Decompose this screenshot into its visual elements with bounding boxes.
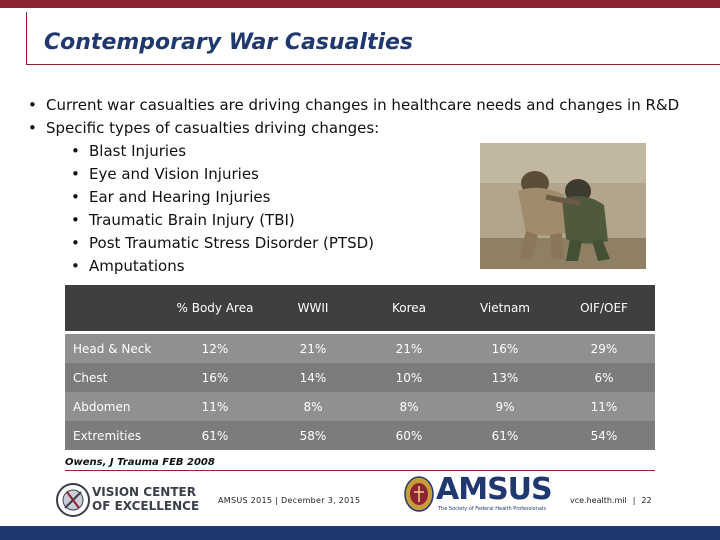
table-cell: 11% (553, 392, 655, 421)
bullet-item: • Specific types of casualties driving ch… (28, 117, 708, 140)
vce-wordmark: VISION CENTER OF EXCELLENCE (92, 485, 200, 513)
bullet-list: • Current war casualties are driving chan… (28, 94, 708, 278)
sub-bullet-item: • Ear and Hearing Injuries (28, 186, 708, 209)
row-label: Chest (65, 363, 165, 392)
divider (65, 470, 655, 471)
bullet-dot-icon: • (71, 211, 80, 229)
table-header-row: % Body Area WWII Korea Vietnam OIF/OEF (65, 285, 655, 334)
bullet-dot-icon: • (71, 234, 80, 252)
amsus-wordmark: AMSUS (436, 472, 553, 507)
table-cell: 58% (265, 421, 361, 450)
table-row: Head & Neck 12% 21% 21% 16% 29% (65, 332, 655, 363)
sub-bullet-item: • Post Traumatic Stress Disorder (PTSD) (28, 232, 708, 255)
sub-bullet-item: • Blast Injuries (28, 140, 708, 163)
title-frame (26, 12, 720, 65)
page-number: 22 (641, 496, 652, 505)
table-cell: 61% (457, 421, 553, 450)
sub-bullet-item: • Amputations (28, 255, 708, 278)
table-cell: 29% (553, 332, 655, 363)
table-cell: 60% (361, 421, 457, 450)
footer-separator: | (632, 496, 636, 505)
footer-right: vce.health.mil | 22 (570, 496, 652, 505)
vce-emblem-icon (56, 483, 90, 517)
table-cell: 8% (361, 392, 457, 421)
bullet-dot-icon: • (71, 142, 80, 160)
table-cell: 16% (165, 363, 265, 392)
citation-text: Owens, J Trauma FEB 2008 (65, 457, 215, 468)
soldiers-embracing-photo (480, 143, 646, 269)
table-cell: 11% (165, 392, 265, 421)
table-cell: 9% (457, 392, 553, 421)
table-cell: 14% (265, 363, 361, 392)
row-label: Extremities (65, 421, 165, 450)
table-header-cell: WWII (265, 285, 361, 334)
table-header-cell: Vietnam (457, 285, 553, 334)
table-cell: 21% (265, 332, 361, 363)
table-cell: 8% (265, 392, 361, 421)
bullet-dot-icon: • (71, 165, 80, 183)
bullet-dot-icon: • (28, 96, 37, 114)
table-header-cell: % Body Area (165, 285, 265, 334)
table-header-cell: OIF/OEF (553, 285, 655, 334)
table-cell: 21% (361, 332, 457, 363)
row-label: Abdomen (65, 392, 165, 421)
top-accent-bar (0, 0, 720, 8)
slide-title: Contemporary War Casualties (44, 30, 414, 55)
table-header-cell: Korea (361, 285, 457, 334)
bullet-dot-icon: • (71, 257, 80, 275)
table-cell: 16% (457, 332, 553, 363)
sub-bullet-item: • Eye and Vision Injuries (28, 163, 708, 186)
table-cell: 6% (553, 363, 655, 392)
amsus-seal-icon (404, 476, 434, 512)
table-row: Extremities 61% 58% 60% 61% 54% (65, 421, 655, 450)
bottom-accent-bar (0, 526, 720, 540)
table-cell: 54% (553, 421, 655, 450)
footer-url: vce.health.mil (570, 496, 627, 505)
footer-event-date: AMSUS 2015 | December 3, 2015 (218, 496, 361, 505)
table-cell: 10% (361, 363, 457, 392)
amsus-tagline: The Society of Federal Health Profession… (438, 506, 546, 512)
bullet-dot-icon: • (71, 188, 80, 206)
table-cell: 12% (165, 332, 265, 363)
table-row: Abdomen 11% 8% 8% 9% 11% (65, 392, 655, 421)
casualty-distribution-table: % Body Area WWII Korea Vietnam OIF/OEF H… (65, 285, 655, 450)
bullet-dot-icon: • (28, 119, 37, 137)
table-cell: 61% (165, 421, 265, 450)
photo-illustration (480, 143, 646, 269)
table-row: Chest 16% 14% 10% 13% 6% (65, 363, 655, 392)
table-cell: 13% (457, 363, 553, 392)
row-label: Head & Neck (65, 332, 165, 363)
sub-bullet-item: • Traumatic Brain Injury (TBI) (28, 209, 708, 232)
table-header-corner (65, 285, 165, 334)
bullet-item: • Current war casualties are driving chan… (28, 94, 708, 117)
